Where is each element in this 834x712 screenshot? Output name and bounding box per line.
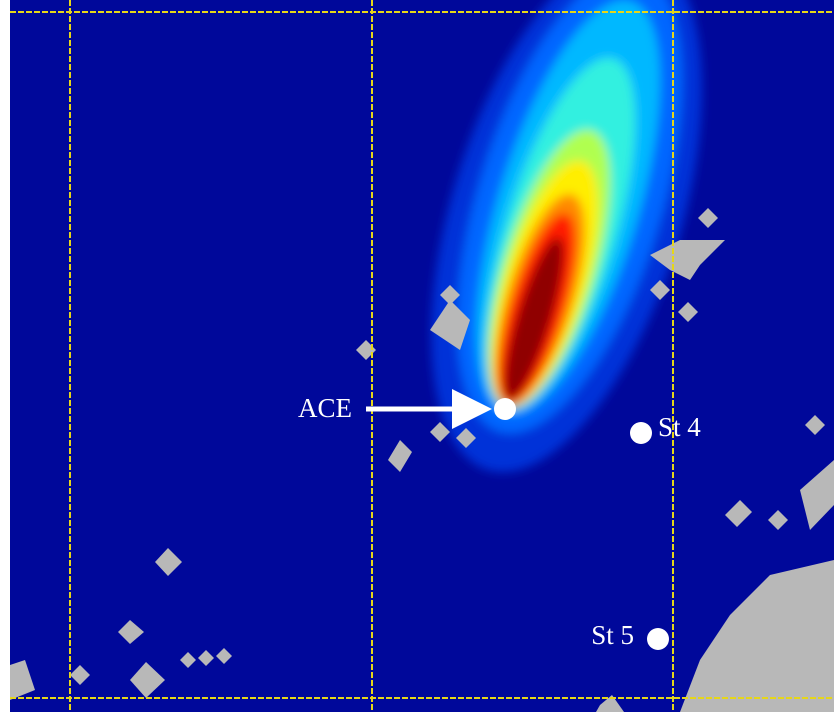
land (10, 208, 834, 712)
station-label: ACE (298, 393, 352, 423)
station-label: St 4 (658, 412, 701, 442)
station-marker (494, 398, 516, 420)
plume (431, 0, 703, 473)
station-marker (630, 422, 652, 444)
map-area: ACE St 4 St 5 (10, 0, 834, 712)
grid (10, 0, 834, 712)
background (10, 0, 834, 712)
station-label: St 5 (591, 620, 634, 650)
station-marker (647, 628, 669, 650)
